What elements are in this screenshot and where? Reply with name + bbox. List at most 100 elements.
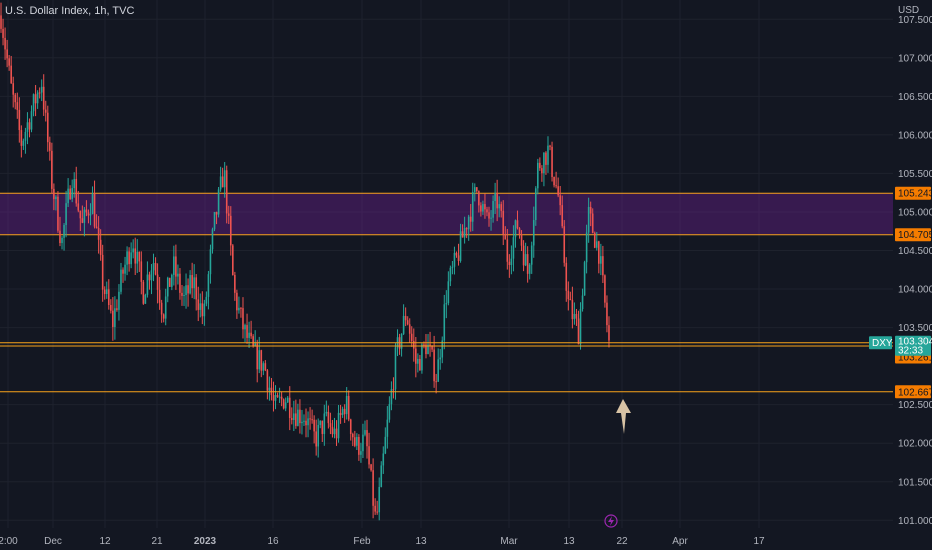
candle-body xyxy=(177,273,179,277)
candle-body xyxy=(197,299,200,310)
candle-body xyxy=(347,395,350,420)
candle-body xyxy=(299,409,301,424)
candle-body xyxy=(559,195,561,206)
candle-body xyxy=(319,420,322,425)
candle-body xyxy=(110,305,112,311)
candle-body xyxy=(484,204,486,210)
y-tick-label: 101.000 xyxy=(898,516,932,527)
candle-body xyxy=(150,270,153,281)
candle-body xyxy=(400,333,403,349)
candle-body xyxy=(53,188,55,200)
candle-body xyxy=(530,245,533,265)
candle-body xyxy=(67,188,69,204)
candle-body xyxy=(8,58,10,66)
level-tag: 103.261 xyxy=(898,353,932,364)
candle-body xyxy=(341,408,344,416)
candle-body xyxy=(528,264,531,274)
candle-body xyxy=(238,307,240,311)
candle-body xyxy=(34,94,37,104)
candle-body xyxy=(388,404,391,420)
candle-body xyxy=(567,290,570,300)
horizontal-levels xyxy=(0,342,893,393)
candle-body xyxy=(469,216,472,222)
candle-body xyxy=(93,193,96,227)
candle-body xyxy=(250,332,252,337)
candle-body xyxy=(354,437,356,446)
candle-body xyxy=(128,251,130,265)
candle-body xyxy=(451,266,454,268)
candle-body xyxy=(518,228,521,235)
candle-body xyxy=(415,348,417,364)
candle-body xyxy=(447,281,450,304)
candle-body xyxy=(295,413,297,426)
candle-body xyxy=(478,191,480,206)
candle-body xyxy=(280,396,283,400)
candle-body xyxy=(587,206,590,233)
candle-body xyxy=(417,358,419,364)
candle-body xyxy=(349,419,352,434)
candle-body xyxy=(585,232,588,263)
candle-body xyxy=(112,310,114,327)
candle-body xyxy=(30,111,33,130)
lightning-ring xyxy=(604,514,618,528)
candle-body xyxy=(374,505,376,512)
candle-body xyxy=(504,234,507,240)
candle-body xyxy=(248,332,250,338)
candle-body xyxy=(185,285,187,295)
candle-body xyxy=(435,381,437,383)
candle-body xyxy=(83,209,86,223)
candle-body xyxy=(463,228,466,238)
candle-body xyxy=(213,211,216,230)
candle-body xyxy=(577,318,580,345)
candle-body xyxy=(490,217,492,219)
candle-body xyxy=(335,428,338,439)
price-tags: 105.243 104.705 103.261 102.667 103.30432:33… xyxy=(869,186,932,399)
candle-body xyxy=(91,193,94,214)
candle-body xyxy=(51,150,53,189)
candle-body xyxy=(118,291,120,310)
candle-body xyxy=(217,189,220,215)
candle-body xyxy=(152,263,155,271)
candle-body xyxy=(476,187,478,192)
candlestick-series xyxy=(0,2,610,521)
candle-body xyxy=(419,358,421,371)
candle-body xyxy=(569,299,572,301)
candle-body xyxy=(236,292,238,311)
candle-body xyxy=(148,274,151,281)
candle-body xyxy=(101,254,104,290)
candle-body xyxy=(14,94,17,103)
candle-body xyxy=(370,464,372,471)
candle-body xyxy=(20,130,23,146)
candle-body xyxy=(380,465,383,487)
candle-body xyxy=(494,193,496,202)
zone-fill xyxy=(0,193,893,235)
candle-body xyxy=(138,251,141,262)
candle-body xyxy=(71,188,73,199)
time-axis[interactable]: 2:00 Dec 12 21 2023 16 Feb 13 Mar 13 22 Apr 17 xyxy=(0,536,765,547)
candle-body xyxy=(162,314,165,319)
candle-body xyxy=(240,307,242,309)
candle-body xyxy=(144,294,147,304)
candle-body xyxy=(274,395,277,401)
candle-body xyxy=(168,277,171,287)
candle-body xyxy=(12,83,15,95)
candle-body xyxy=(252,336,254,346)
candle-body xyxy=(225,170,228,214)
candle-body xyxy=(254,343,256,346)
candle-body xyxy=(520,234,523,246)
candle-body xyxy=(581,295,584,310)
candle-body xyxy=(547,145,549,165)
candle-body xyxy=(465,228,468,230)
y-tick-label: 102.500 xyxy=(898,400,932,411)
candle-body xyxy=(81,218,84,223)
candle-body xyxy=(313,419,315,432)
candle-body xyxy=(425,344,427,355)
candle-body xyxy=(443,304,446,341)
candle-body xyxy=(526,254,529,274)
candle-body xyxy=(234,275,236,293)
candle-body xyxy=(532,220,535,246)
candle-body xyxy=(394,347,397,390)
candle-body xyxy=(187,285,189,294)
